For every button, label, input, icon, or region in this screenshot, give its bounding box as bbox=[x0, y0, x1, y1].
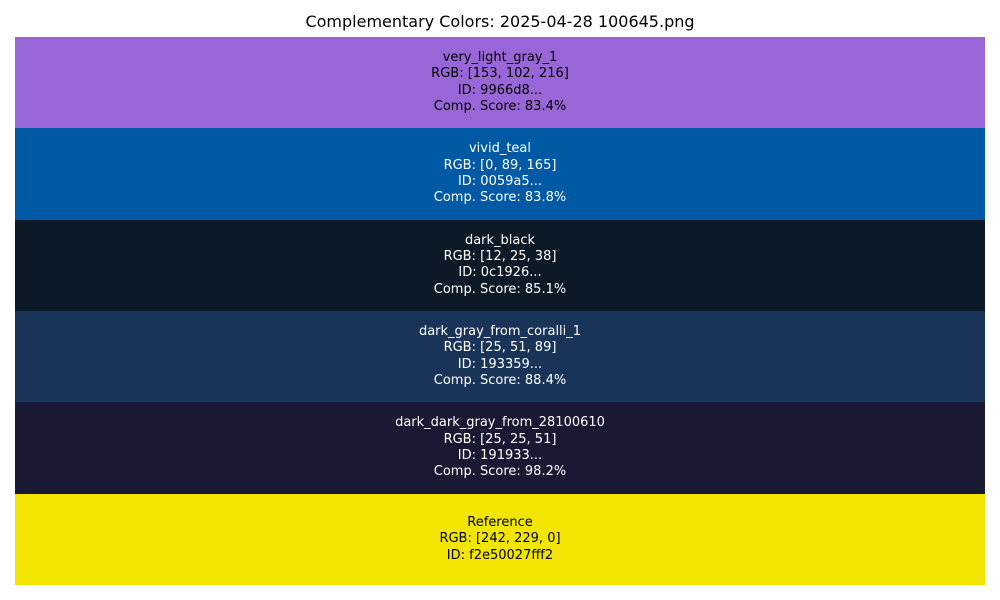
swatch-rgb-label: RGB: [25, 51, 89] bbox=[443, 340, 557, 356]
swatch-id-label: ID: f2e50027fff2 bbox=[446, 547, 554, 563]
swatch-id-label: ID: 193359... bbox=[457, 356, 543, 372]
swatch-color-name: dark_gray_from_coralli_1 bbox=[418, 323, 582, 339]
swatch-color-name: vivid_teal bbox=[468, 141, 532, 157]
swatch-score-label: Comp. Score: 85.1% bbox=[433, 281, 567, 297]
chart-title: Complementary Colors: 2025-04-28 100645.… bbox=[305, 12, 695, 31]
swatch-label-group: Reference RGB: [242, 229, 0] ID: f2e50027f… bbox=[439, 515, 560, 564]
swatch-label-group: dark_black RGB: [12, 25, 38] ID: 0c1926...… bbox=[434, 233, 566, 299]
swatch-rgb-label: RGB: [12, 25, 38] bbox=[443, 248, 557, 264]
swatch-score-label: Comp. Score: 83.8% bbox=[433, 190, 567, 206]
color-swatch: dark_gray_from_coralli_1 RGB: [25, 51, 89… bbox=[15, 311, 985, 403]
color-swatch-stack: very_light_gray_1 RGB: [153, 102, 216] ID:… bbox=[15, 37, 985, 585]
swatch-color-name: Reference bbox=[467, 514, 533, 530]
swatch-label-group: vivid_teal RGB: [0, 89, 165] ID: 0059a5...… bbox=[434, 141, 566, 207]
swatch-rgb-label: RGB: [153, 102, 216] bbox=[431, 66, 569, 82]
color-swatch: Reference RGB: [242, 229, 0] ID: f2e50027f… bbox=[15, 493, 985, 585]
swatch-rgb-label: RGB: [25, 25, 51] bbox=[443, 431, 557, 447]
swatch-score-label: Comp. Score: 88.4% bbox=[433, 373, 567, 389]
color-swatch: vivid_teal RGB: [0, 89, 165] ID: 0059a5...… bbox=[15, 128, 985, 220]
swatch-id-label: ID: 0c1926... bbox=[458, 265, 542, 281]
swatch-rgb-label: RGB: [0, 89, 165] bbox=[443, 157, 557, 173]
swatch-id-label: ID: 191933... bbox=[457, 447, 543, 463]
swatch-label-group: dark_dark_gray_from_28100610 RGB: [25, 25… bbox=[395, 415, 605, 481]
swatch-id-label: ID: 9966d8... bbox=[457, 82, 543, 98]
swatch-label-group: dark_gray_from_coralli_1 RGB: [25, 51, 89… bbox=[419, 324, 581, 390]
swatch-label-group: very_light_gray_1 RGB: [153, 102, 216] ID:… bbox=[431, 50, 569, 116]
swatch-color-name: dark_dark_gray_from_28100610 bbox=[395, 415, 605, 431]
color-swatch: dark_dark_gray_from_28100610 RGB: [25, 25… bbox=[15, 402, 985, 494]
swatch-color-name: dark_black bbox=[464, 232, 536, 248]
color-swatch: very_light_gray_1 RGB: [153, 102, 216] ID:… bbox=[15, 37, 985, 129]
swatch-score-label: Comp. Score: 83.4% bbox=[433, 99, 567, 115]
swatch-score-label: Comp. Score: 98.2% bbox=[433, 464, 567, 480]
swatch-id-label: ID: 0059a5... bbox=[457, 173, 543, 189]
swatch-color-name: very_light_gray_1 bbox=[442, 49, 558, 65]
swatch-rgb-label: RGB: [242, 229, 0] bbox=[439, 531, 561, 547]
color-swatch: dark_black RGB: [12, 25, 38] ID: 0c1926...… bbox=[15, 219, 985, 311]
